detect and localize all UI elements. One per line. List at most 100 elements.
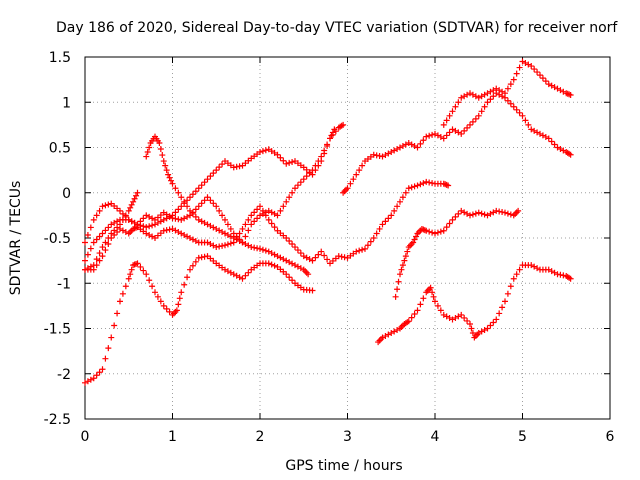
- data-point-marker: [490, 93, 497, 100]
- data-point-marker: [292, 244, 298, 251]
- y-tick-label: 0.5: [49, 141, 71, 157]
- data-point-marker: [504, 97, 511, 104]
- data-point-marker: [130, 198, 137, 205]
- data-point-marker: [172, 209, 179, 216]
- data-point-marker: [461, 127, 468, 134]
- grid-lines: [85, 57, 610, 419]
- data-point-marker: [222, 242, 228, 249]
- data-point-marker: [458, 311, 465, 318]
- data-point-marker: [398, 266, 405, 273]
- data-point-marker: [251, 209, 258, 216]
- data-point-marker: [102, 247, 109, 254]
- data-point-marker: [469, 330, 476, 337]
- data-point-marker: [306, 170, 313, 177]
- data-point-marker: [195, 203, 202, 210]
- data-point-marker: [408, 184, 415, 191]
- data-point-marker: [146, 277, 153, 284]
- data-point-marker: [90, 262, 97, 269]
- data-point-marker: [201, 179, 208, 186]
- data-point-marker: [341, 254, 348, 261]
- data-point-marker: [274, 212, 281, 219]
- data-point-marker: [146, 144, 153, 151]
- data-point-marker: [90, 239, 97, 246]
- data-point-marker: [156, 139, 163, 146]
- data-point-marker: [257, 203, 263, 210]
- data-point-marker: [440, 135, 447, 142]
- data-point-marker: [230, 164, 237, 171]
- data-point-marker: [395, 278, 402, 285]
- data-point-marker: [143, 224, 150, 231]
- data-point-marker: [280, 157, 287, 164]
- data-point-marker: [414, 182, 421, 189]
- data-point-marker: [350, 176, 357, 183]
- data-point-marker: [166, 308, 173, 315]
- data-series: [82, 253, 316, 386]
- data-point-marker: [434, 302, 441, 309]
- data-point-marker: [207, 173, 214, 180]
- data-point-marker: [219, 242, 226, 249]
- x-tick-label: 2: [256, 429, 265, 445]
- data-point-marker: [149, 222, 156, 229]
- data-point-marker: [303, 173, 310, 180]
- data-point-marker: [443, 181, 450, 188]
- data-point-marker: [248, 212, 255, 219]
- data-point-marker: [475, 209, 482, 216]
- data-point-marker: [286, 274, 293, 281]
- data-point-marker: [432, 298, 438, 305]
- x-tick-label: 5: [518, 429, 527, 445]
- data-point-marker: [90, 375, 97, 382]
- data-point-marker: [128, 266, 135, 273]
- data-point-marker: [283, 160, 290, 167]
- data-point-marker: [207, 197, 214, 204]
- data-point-marker: [143, 271, 150, 278]
- data-point-marker: [478, 210, 485, 217]
- data-point-marker: [446, 129, 453, 136]
- data-point-marker: [528, 63, 535, 70]
- data-point-marker: [376, 225, 383, 232]
- data-point-marker: [176, 295, 183, 302]
- data-point-marker: [504, 290, 511, 297]
- data-point-marker: [146, 223, 153, 230]
- data-point-marker: [192, 188, 199, 195]
- data-point-marker: [286, 159, 293, 166]
- data-point-marker: [420, 295, 427, 302]
- data-point-marker: [122, 283, 129, 290]
- data-point-marker: [201, 197, 208, 204]
- data-point-marker: [487, 96, 494, 103]
- data-point-marker: [437, 307, 444, 314]
- data-point-marker: [519, 112, 526, 119]
- data-point-marker: [96, 207, 103, 214]
- data-point-marker: [233, 163, 240, 170]
- data-point-marker: [452, 103, 459, 110]
- data-point-marker: [534, 69, 541, 76]
- data-point-marker: [160, 302, 167, 309]
- data-point-marker: [297, 250, 304, 257]
- data-point-marker: [128, 201, 135, 208]
- data-point-marker: [432, 230, 438, 237]
- data-point-marker: [502, 90, 508, 97]
- data-point-marker: [224, 241, 231, 248]
- data-point-marker: [324, 256, 331, 263]
- x-tick-label: 4: [431, 429, 440, 445]
- data-point-marker: [210, 170, 217, 177]
- data-point-marker: [493, 316, 500, 323]
- data-point-marker: [140, 215, 147, 222]
- data-point-marker: [224, 221, 231, 228]
- data-point-marker: [99, 244, 106, 251]
- x-axis-label: GPS time / hours: [285, 458, 402, 474]
- data-point-marker: [134, 260, 141, 267]
- data-point-marker: [163, 227, 170, 234]
- y-tick-label: -2.5: [44, 412, 71, 428]
- data-point-marker: [242, 272, 249, 279]
- data-point-marker: [545, 135, 552, 142]
- data-point-marker: [168, 177, 175, 184]
- data-point-marker: [271, 262, 278, 269]
- data-series: [82, 126, 338, 264]
- data-point-marker: [468, 325, 475, 332]
- data-point-marker: [90, 216, 97, 223]
- data-point-marker: [189, 210, 196, 217]
- data-point-marker: [487, 322, 494, 329]
- data-point-marker: [315, 251, 322, 258]
- data-point-marker: [82, 257, 88, 264]
